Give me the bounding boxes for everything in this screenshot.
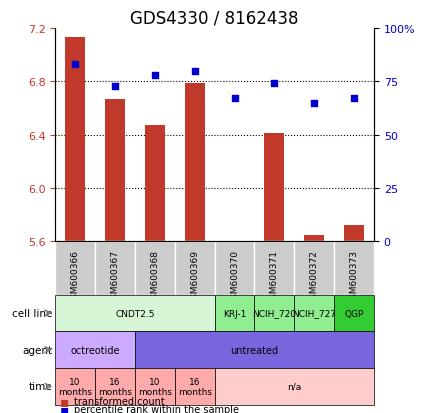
Point	[271, 81, 278, 88]
Bar	[105, 100, 125, 242]
Point	[112, 83, 119, 90]
FancyBboxPatch shape	[215, 242, 255, 295]
FancyBboxPatch shape	[175, 368, 215, 405]
Text: transformed count: transformed count	[74, 396, 165, 406]
Text: NCIH_720: NCIH_720	[252, 309, 296, 318]
Bar	[344, 226, 364, 242]
FancyBboxPatch shape	[334, 295, 374, 332]
Text: QGP: QGP	[344, 309, 364, 318]
Text: GSM600368: GSM600368	[150, 250, 159, 305]
FancyBboxPatch shape	[95, 368, 135, 405]
Text: percentile rank within the sample: percentile rank within the sample	[74, 404, 239, 413]
FancyBboxPatch shape	[135, 332, 374, 368]
Bar	[65, 38, 85, 242]
FancyBboxPatch shape	[175, 242, 215, 295]
Bar	[145, 126, 165, 242]
Bar	[264, 134, 284, 242]
Text: 16
months: 16 months	[98, 377, 132, 396]
Text: 10
months: 10 months	[58, 377, 92, 396]
Text: time: time	[28, 382, 52, 392]
Point	[151, 72, 158, 79]
Bar	[185, 83, 205, 242]
Bar	[224, 242, 244, 247]
Text: GSM600371: GSM600371	[270, 250, 279, 305]
Text: GSM600369: GSM600369	[190, 250, 199, 305]
FancyBboxPatch shape	[135, 242, 175, 295]
Point	[191, 68, 198, 75]
Title: GDS4330 / 8162438: GDS4330 / 8162438	[130, 9, 299, 27]
FancyBboxPatch shape	[294, 295, 334, 332]
Point	[72, 62, 79, 69]
Text: GSM600367: GSM600367	[110, 250, 119, 305]
Text: ▪: ▪	[60, 402, 69, 413]
FancyBboxPatch shape	[294, 242, 334, 295]
Point	[351, 96, 357, 102]
Text: GSM600366: GSM600366	[71, 250, 79, 305]
Text: n/a: n/a	[287, 382, 301, 391]
Text: untreated: untreated	[230, 345, 278, 355]
Text: 16
months: 16 months	[178, 377, 212, 396]
Text: GSM600373: GSM600373	[350, 250, 359, 305]
Bar	[304, 235, 324, 242]
Text: agent: agent	[22, 345, 52, 355]
Text: KRJ-1: KRJ-1	[223, 309, 246, 318]
Point	[231, 96, 238, 102]
FancyBboxPatch shape	[55, 295, 215, 332]
FancyBboxPatch shape	[215, 295, 255, 332]
FancyBboxPatch shape	[55, 368, 95, 405]
Text: 10
months: 10 months	[138, 377, 172, 396]
FancyBboxPatch shape	[215, 368, 374, 405]
FancyBboxPatch shape	[135, 368, 175, 405]
Text: cell line: cell line	[11, 308, 52, 318]
FancyBboxPatch shape	[255, 295, 294, 332]
Text: octreotide: octreotide	[71, 345, 120, 355]
FancyBboxPatch shape	[55, 242, 95, 295]
FancyBboxPatch shape	[334, 242, 374, 295]
Text: ▪: ▪	[60, 394, 69, 408]
Point	[311, 100, 317, 107]
Text: GSM600372: GSM600372	[310, 250, 319, 304]
Text: GSM600370: GSM600370	[230, 250, 239, 305]
Text: NCIH_727: NCIH_727	[292, 309, 336, 318]
FancyBboxPatch shape	[95, 242, 135, 295]
Text: CNDT2.5: CNDT2.5	[115, 309, 155, 318]
FancyBboxPatch shape	[255, 242, 294, 295]
FancyBboxPatch shape	[55, 332, 135, 368]
